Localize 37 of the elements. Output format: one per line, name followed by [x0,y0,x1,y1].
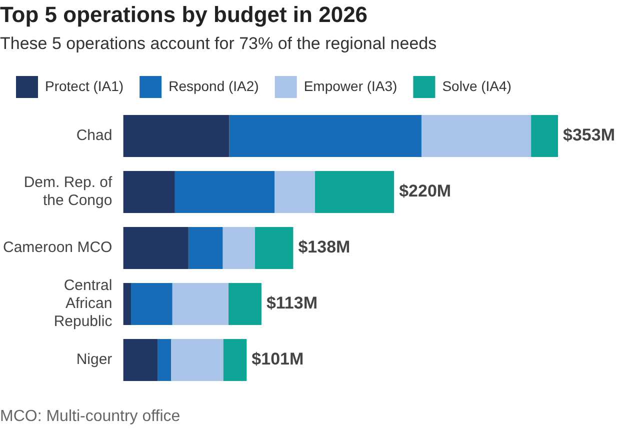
chart-subtitle: These 5 operations account for 73% of the regional needs [0,34,437,54]
bar [314,171,394,213]
bar [274,171,315,213]
annotation: $113M [266,294,318,313]
y-tick-label: Niger [76,351,112,368]
y-tick-label: Chad [76,127,112,144]
bar [158,339,172,381]
bar [123,171,175,213]
bar [222,227,255,269]
bar [131,283,172,325]
annotation: $353M [563,126,615,145]
bar [123,227,188,269]
chart-title: Top 5 operations by budget in 2026 [0,2,368,28]
y-tick-label: Central African Republic [54,277,113,330]
bar [228,283,262,325]
annotation: $101M [252,350,304,369]
bar [123,339,158,381]
annotation: $220M [399,182,452,201]
bar [188,227,223,269]
bar [123,115,230,157]
y-tick-label: Cameroon MCO [2,239,112,256]
annotation: $138M [298,238,350,257]
bar [254,227,294,269]
bar [531,115,558,157]
bar [171,339,224,381]
legend-label: Protect (IA1) [45,78,124,94]
text: MCO: Multi-country office [0,408,180,426]
bar [223,339,247,381]
legend-label: Solve (IA4) [442,78,512,94]
bar [174,171,275,213]
bar [123,283,132,325]
y-tick-label: Dem. Rep. of the Congo [24,174,114,210]
bar [229,115,422,157]
bar [172,283,228,325]
legend-label: Respond (IA2) [168,78,259,94]
legend-label: Empower (IA3) [304,78,398,94]
bar [421,115,532,157]
